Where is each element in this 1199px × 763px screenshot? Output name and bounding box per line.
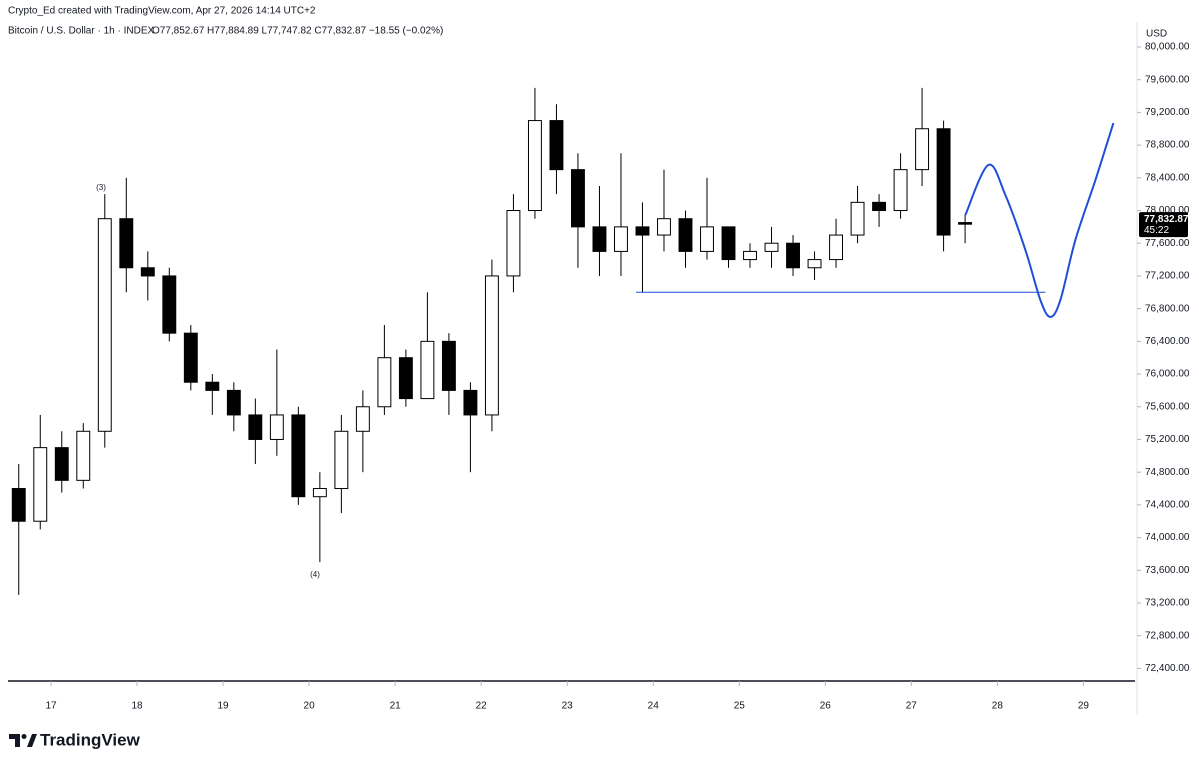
x-tick-label: 17 xyxy=(45,701,57,712)
candle-body xyxy=(893,169,908,212)
y-tick-label: 78,400.00 xyxy=(1145,172,1190,183)
logo-mark xyxy=(9,734,20,747)
candle-body xyxy=(269,414,284,440)
y-tick-label: 76,800.00 xyxy=(1145,303,1190,314)
candle-body xyxy=(484,275,499,416)
candle-body xyxy=(97,218,112,432)
y-tick-label: 75,600.00 xyxy=(1145,401,1190,412)
y-tick-label: 77,600.00 xyxy=(1145,238,1190,249)
wave-label: (3) xyxy=(96,183,106,192)
candle-body xyxy=(571,169,585,228)
last-price-label: 77,832.87 xyxy=(1144,214,1189,225)
y-tick-label: 73,600.00 xyxy=(1145,565,1190,576)
candle-body xyxy=(441,340,456,391)
x-tick-label: 28 xyxy=(992,701,1004,712)
candle-body xyxy=(958,222,973,225)
candle-body xyxy=(527,120,542,212)
candle-body xyxy=(721,226,736,261)
candle-body xyxy=(743,250,757,261)
y-tick-label: 74,000.00 xyxy=(1145,532,1190,543)
candle-body xyxy=(829,234,843,261)
candle-body xyxy=(54,447,69,481)
candle-body xyxy=(355,406,370,432)
y-tick-label: 77,200.00 xyxy=(1145,271,1190,282)
y-tick-label: 76,000.00 xyxy=(1145,369,1190,380)
x-tick-label: 18 xyxy=(131,701,143,712)
candle-body xyxy=(463,389,478,416)
y-tick-label: 79,600.00 xyxy=(1145,74,1190,85)
candle-body xyxy=(764,242,779,252)
logo-dot xyxy=(21,734,27,739)
y-tick-label: 74,800.00 xyxy=(1145,467,1190,478)
candle-body xyxy=(33,447,48,522)
candle-body xyxy=(657,218,671,236)
candle-body xyxy=(915,128,930,171)
y-tick-label: 78,800.00 xyxy=(1145,140,1190,151)
x-tick-label: 29 xyxy=(1078,701,1090,712)
candle-body xyxy=(226,389,241,416)
x-tick-label: 25 xyxy=(734,701,746,712)
candle-body xyxy=(334,430,349,490)
x-tick-label: 19 xyxy=(218,701,230,712)
candle-body xyxy=(312,488,327,498)
x-tick-label: 20 xyxy=(304,701,316,712)
candle-body xyxy=(11,488,26,522)
candle-body xyxy=(786,242,800,269)
currency: USD xyxy=(1146,29,1167,40)
candle-body xyxy=(420,340,435,400)
candle-body xyxy=(936,128,951,236)
candle-body xyxy=(700,226,714,252)
countdown: 45:22 xyxy=(1144,225,1169,236)
wave-label: (4) xyxy=(310,570,320,579)
x-tick-label: 26 xyxy=(820,701,832,712)
ohlc-text: O77,852.67 H77,884.89 L77,747.82 C77,832… xyxy=(152,26,443,37)
brand: TradingView xyxy=(40,730,141,749)
y-tick-label: 72,400.00 xyxy=(1145,663,1190,674)
last-price-tag xyxy=(1139,212,1188,238)
candle-body xyxy=(506,210,521,277)
x-tick-label: 21 xyxy=(390,701,402,712)
credit: Crypto_Ed created with TradingView.com, … xyxy=(8,6,316,17)
candle-body xyxy=(119,218,134,269)
x-tick-label: 23 xyxy=(562,701,574,712)
logo: TradingView xyxy=(9,730,141,749)
candle-body xyxy=(635,226,650,236)
candle-body xyxy=(205,381,220,391)
candle-body xyxy=(140,267,155,277)
y-tick-label: 75,200.00 xyxy=(1145,434,1190,445)
candle-body xyxy=(248,414,263,440)
y-tick-label: 78,000.00 xyxy=(1145,205,1190,216)
y-tick-label: 74,400.00 xyxy=(1145,500,1190,511)
candles xyxy=(11,87,973,595)
candle-body xyxy=(291,414,306,498)
candle-body xyxy=(872,201,887,212)
projection-path xyxy=(964,122,1115,318)
candle-body xyxy=(183,332,198,383)
x-tick-label: 24 xyxy=(648,701,660,712)
logo-mark xyxy=(27,734,37,747)
candle-body xyxy=(592,226,607,252)
y-tick-label: 72,800.00 xyxy=(1145,630,1190,641)
candle-body xyxy=(850,201,865,236)
candle-body xyxy=(76,430,91,481)
candle-body xyxy=(614,226,628,252)
symbol-title: Bitcoin / U.S. Dollar · 1h · INDEX xyxy=(8,26,154,37)
candle-body xyxy=(162,275,177,334)
candle-body xyxy=(549,120,564,171)
candle-body xyxy=(398,357,413,400)
x-tick-label: 27 xyxy=(906,701,918,712)
y-tick-label: 79,200.00 xyxy=(1145,107,1190,118)
y-tick-label: 80,000.00 xyxy=(1145,42,1190,53)
candle-body xyxy=(678,218,693,252)
x-tick-label: 22 xyxy=(476,701,488,712)
candle-body xyxy=(377,357,392,408)
y-tick-label: 76,400.00 xyxy=(1145,336,1190,347)
candle-body xyxy=(807,259,822,269)
y-tick-label: 73,200.00 xyxy=(1145,598,1190,609)
